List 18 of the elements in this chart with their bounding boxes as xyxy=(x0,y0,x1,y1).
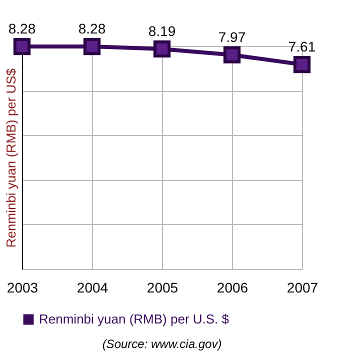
point xyxy=(223,46,241,64)
data-label: 8.19 xyxy=(148,22,176,39)
data-label: 8.28 xyxy=(78,20,106,37)
point xyxy=(83,38,101,56)
x-tick-label: 2007 xyxy=(286,280,318,296)
x-tick-label: 2005 xyxy=(146,280,178,296)
text: (Source: www.cia.gov) xyxy=(102,337,222,351)
data-label: 8.28 xyxy=(8,20,36,37)
x-tick-label: 2004 xyxy=(76,280,108,296)
y-axis-title: Renminbi yuan (RMB) per US$ xyxy=(4,68,18,248)
legend-label: Renminbi yuan (RMB) per U.S. $ xyxy=(39,312,230,326)
data-label: 7.97 xyxy=(218,28,246,45)
x-tick-label: 2006 xyxy=(216,280,248,296)
point xyxy=(293,56,311,74)
point xyxy=(13,38,31,56)
x-tick-label: 2003 xyxy=(6,280,38,296)
data-label: 7.61 xyxy=(288,38,316,55)
point xyxy=(153,40,171,58)
